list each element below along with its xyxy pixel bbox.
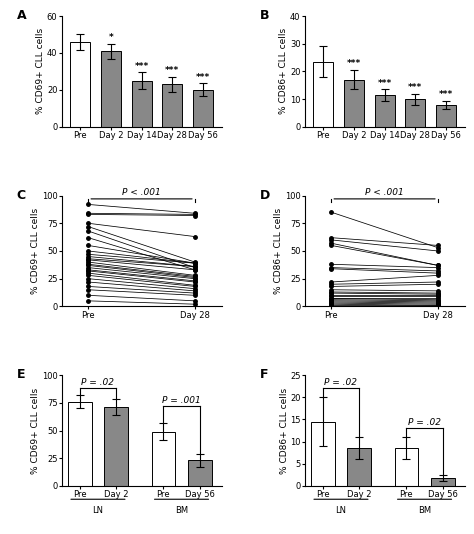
Text: B: B <box>260 10 269 22</box>
Text: ***: *** <box>439 90 453 99</box>
Y-axis label: % CD69+ CLL cells: % CD69+ CLL cells <box>31 388 40 474</box>
Text: P < .001: P < .001 <box>122 188 161 197</box>
Text: A: A <box>17 10 27 22</box>
Text: E: E <box>17 368 25 381</box>
Text: ***: *** <box>165 66 180 75</box>
Bar <box>152 431 175 486</box>
Text: ***: *** <box>408 83 422 92</box>
Text: LN: LN <box>92 506 103 515</box>
Bar <box>70 42 90 127</box>
Text: P = .02: P = .02 <box>325 378 357 387</box>
Y-axis label: % CD69+ CLL cells: % CD69+ CLL cells <box>31 208 40 294</box>
Text: C: C <box>17 189 26 202</box>
Y-axis label: % CD69+ CLL cells: % CD69+ CLL cells <box>36 28 46 114</box>
Text: P = .001: P = .001 <box>162 396 201 405</box>
Bar <box>68 402 91 486</box>
Bar <box>104 407 128 486</box>
Bar <box>311 422 335 486</box>
Bar <box>101 51 121 127</box>
Bar <box>188 460 211 486</box>
Text: P = .02: P = .02 <box>408 418 441 427</box>
Bar <box>162 84 182 127</box>
Bar <box>436 105 456 127</box>
Y-axis label: % CD86+ CLL cells: % CD86+ CLL cells <box>280 28 289 114</box>
Y-axis label: % CD86+ CLL cells: % CD86+ CLL cells <box>280 388 289 474</box>
Text: ***: *** <box>346 59 361 68</box>
Text: ***: *** <box>135 61 149 70</box>
Text: LN: LN <box>336 506 346 515</box>
Bar <box>374 95 394 127</box>
Text: F: F <box>260 368 268 381</box>
Bar <box>132 81 152 127</box>
Bar <box>431 478 455 486</box>
Text: P = .02: P = .02 <box>82 378 114 387</box>
Bar <box>347 448 371 486</box>
Text: *: * <box>109 33 113 42</box>
Text: BM: BM <box>175 506 188 515</box>
Text: P < .001: P < .001 <box>365 188 404 197</box>
Text: BM: BM <box>418 506 431 515</box>
Bar <box>344 80 364 127</box>
Text: ***: *** <box>196 73 210 82</box>
Text: D: D <box>260 189 270 202</box>
Bar <box>193 90 213 127</box>
Bar <box>405 99 425 127</box>
Y-axis label: % CD86+ CLL cells: % CD86+ CLL cells <box>274 208 283 294</box>
Bar <box>394 448 418 486</box>
Text: ***: *** <box>377 79 392 88</box>
Bar <box>313 62 333 127</box>
